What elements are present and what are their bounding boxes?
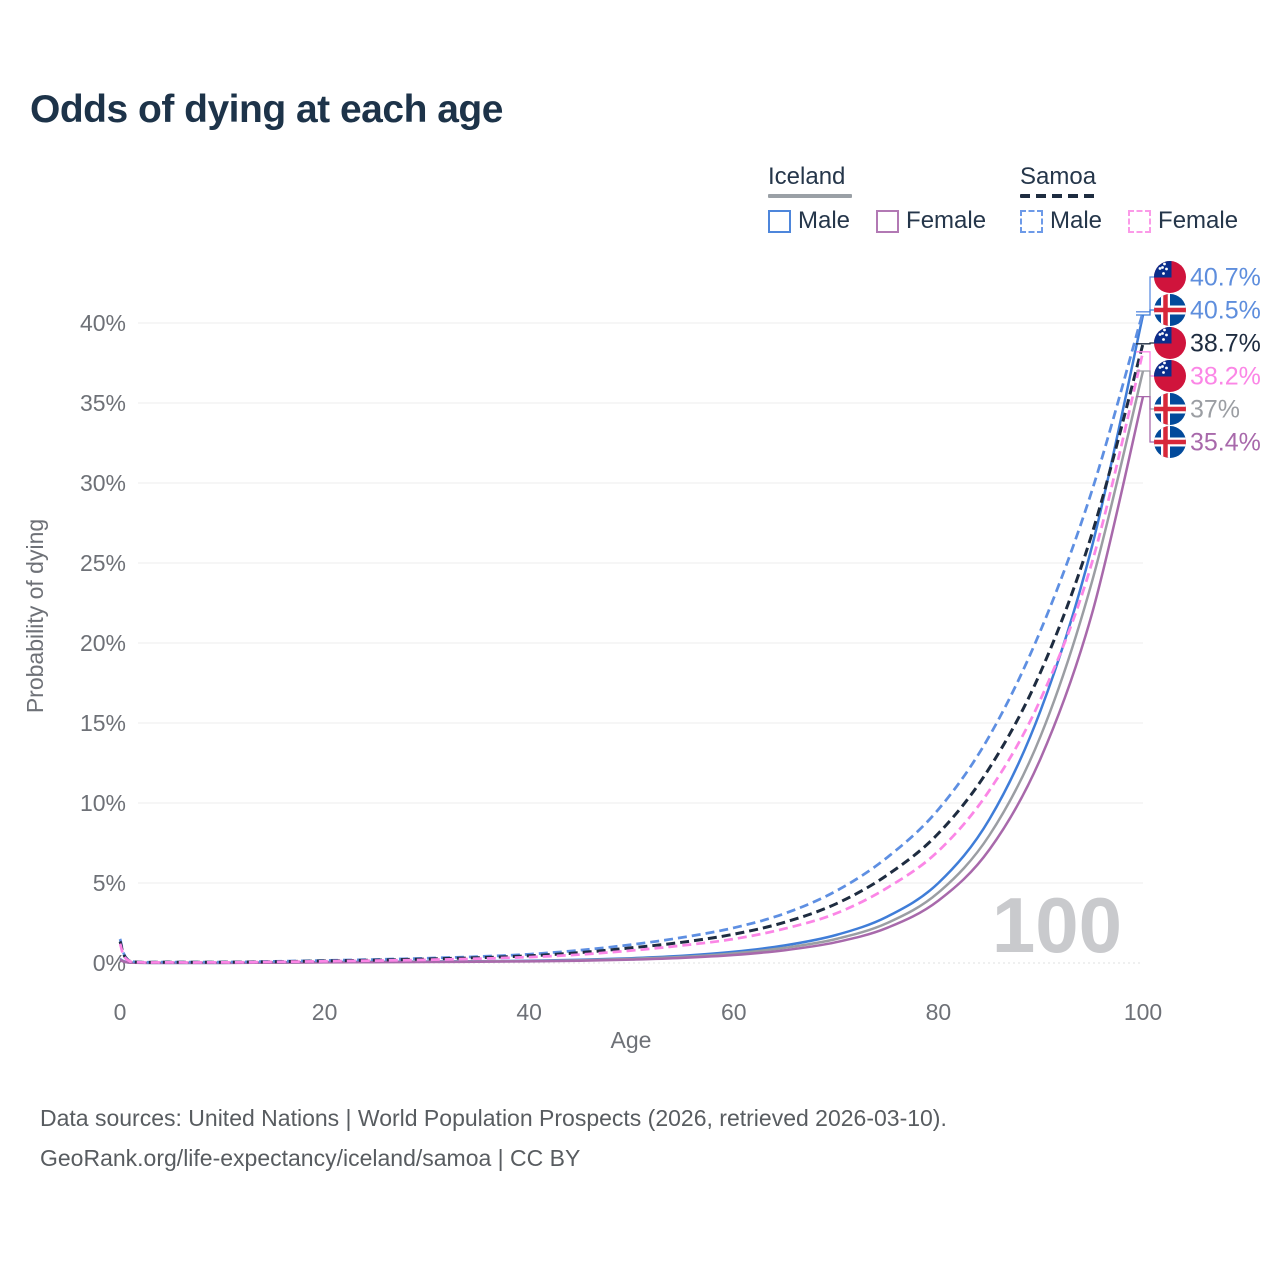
gridlines-layer: 0% 5% 10% 15% 20% 25% 30% 35% 40% <box>80 310 1143 976</box>
end-label-samoa-all[interactable]: 38.7% <box>1154 327 1261 359</box>
samoa-female-swatch <box>1128 209 1152 233</box>
y-tick-label: 5% <box>93 870 126 896</box>
age-watermark: 100 <box>992 881 1122 969</box>
series-line-iceland-male[interactable] <box>119 314 1145 965</box>
end-label-connector-samoa-all <box>1136 342 1154 345</box>
end-label-samoa-male[interactable]: 40.7% <box>1154 261 1261 293</box>
footer: Data sources: United Nations | World Pop… <box>40 1098 947 1178</box>
y-tick-label: 20% <box>80 630 126 656</box>
end-label-connector-samoa-male <box>1136 276 1154 313</box>
series-line-samoa-all[interactable] <box>118 343 1145 964</box>
series-line-iceland-all[interactable] <box>119 370 1145 965</box>
samoa-all-line-swatch <box>1020 194 1098 198</box>
end-label-connector-iceland-male <box>1136 309 1154 316</box>
legend-country-samoa[interactable]: Samoa <box>1020 163 1098 198</box>
end-label-iceland-female[interactable]: 35.4% <box>1154 426 1261 458</box>
legend-item-samoa-male[interactable]: Male <box>1020 207 1102 235</box>
end-label-samoa-female[interactable]: 38.2% <box>1154 360 1261 392</box>
x-axis-title: Age <box>611 1027 652 1053</box>
x-tick-label: 0 <box>114 999 127 1025</box>
end-label-connector-samoa-female <box>1136 351 1154 377</box>
end-label-connector-iceland-female <box>1136 395 1154 443</box>
y-tick-label: 40% <box>80 310 126 336</box>
end-label-value: 38.2% <box>1190 363 1261 391</box>
y-tick-label: 15% <box>80 710 126 736</box>
y-tick-label: 35% <box>80 390 126 416</box>
y-tick-label: 30% <box>80 470 126 496</box>
x-tick-label: 40 <box>516 999 542 1025</box>
iceland-flag-icon <box>1154 393 1186 425</box>
samoa-flag-icon <box>1154 327 1186 359</box>
samoa-male-swatch <box>1020 209 1043 233</box>
y-tick-label: 0% <box>93 950 126 976</box>
x-tick-label: 20 <box>312 999 338 1025</box>
samoa-flag-icon <box>1154 360 1186 392</box>
end-label-value: 40.7% <box>1190 264 1261 292</box>
legend-country-label: Iceland <box>768 163 846 190</box>
iceland-female-swatch <box>876 209 900 233</box>
legend-group-samoa: Samoa Male Female <box>1020 163 1264 235</box>
series-line-samoa-female[interactable] <box>118 351 1145 964</box>
end-label-iceland-male[interactable]: 40.5% <box>1154 294 1261 326</box>
legend-country-iceland[interactable]: Iceland <box>768 163 852 198</box>
x-tick-label: 80 <box>926 999 952 1025</box>
series-layer <box>118 311 1145 965</box>
legend-item-samoa-female[interactable]: Female <box>1128 207 1238 235</box>
end-label-value: 40.5% <box>1190 297 1261 325</box>
series-line-samoa-male[interactable] <box>118 311 1145 964</box>
page-title: Odds of dying at each age <box>30 88 503 131</box>
end-label-value: 37% <box>1190 396 1240 424</box>
legend-item-iceland-female[interactable]: Female <box>876 207 986 235</box>
end-labels-layer: 40.7% 40.5% 38.7% 38.2% 37% 35.4% <box>1136 261 1261 458</box>
y-tick-label: 10% <box>80 790 126 816</box>
iceland-flag-icon <box>1154 294 1186 326</box>
legend-label: Female <box>1158 207 1239 234</box>
axis-labels-layer: 0 20 40 60 80 100 <box>114 999 1163 1025</box>
legend-label: Male <box>798 207 851 234</box>
y-tick-label: 25% <box>80 550 126 576</box>
footer-attribution: GeoRank.org/life-expectancy/iceland/samo… <box>40 1145 581 1171</box>
y-axis-title: Probability of dying <box>22 519 48 713</box>
end-label-value: 35.4% <box>1190 429 1261 457</box>
legend-label: Female <box>906 207 987 234</box>
series-line-iceland-female[interactable] <box>119 396 1145 965</box>
iceland-flag-icon <box>1154 426 1186 458</box>
legend-label: Male <box>1050 207 1103 234</box>
chart-svg: 0% 5% 10% 15% 20% 25% 30% 35% 40% 100 40.7% 40.5%… <box>22 261 1261 1053</box>
end-label-iceland-all[interactable]: 37% <box>1154 393 1240 425</box>
legend-group-iceland: Iceland Male Female <box>768 163 1012 235</box>
x-tick-label: 100 <box>1124 999 1162 1025</box>
end-label-value: 38.7% <box>1190 330 1261 358</box>
iceland-male-swatch <box>768 209 791 233</box>
footer-data-sources: Data sources: United Nations | World Pop… <box>40 1105 947 1131</box>
legend-item-iceland-male[interactable]: Male <box>768 207 850 235</box>
end-label-connector-iceland-all <box>1136 370 1154 410</box>
iceland-all-line-swatch <box>768 194 852 198</box>
x-tick-label: 60 <box>721 999 747 1025</box>
samoa-flag-icon <box>1154 261 1186 293</box>
legend-country-label: Samoa <box>1020 163 1097 190</box>
